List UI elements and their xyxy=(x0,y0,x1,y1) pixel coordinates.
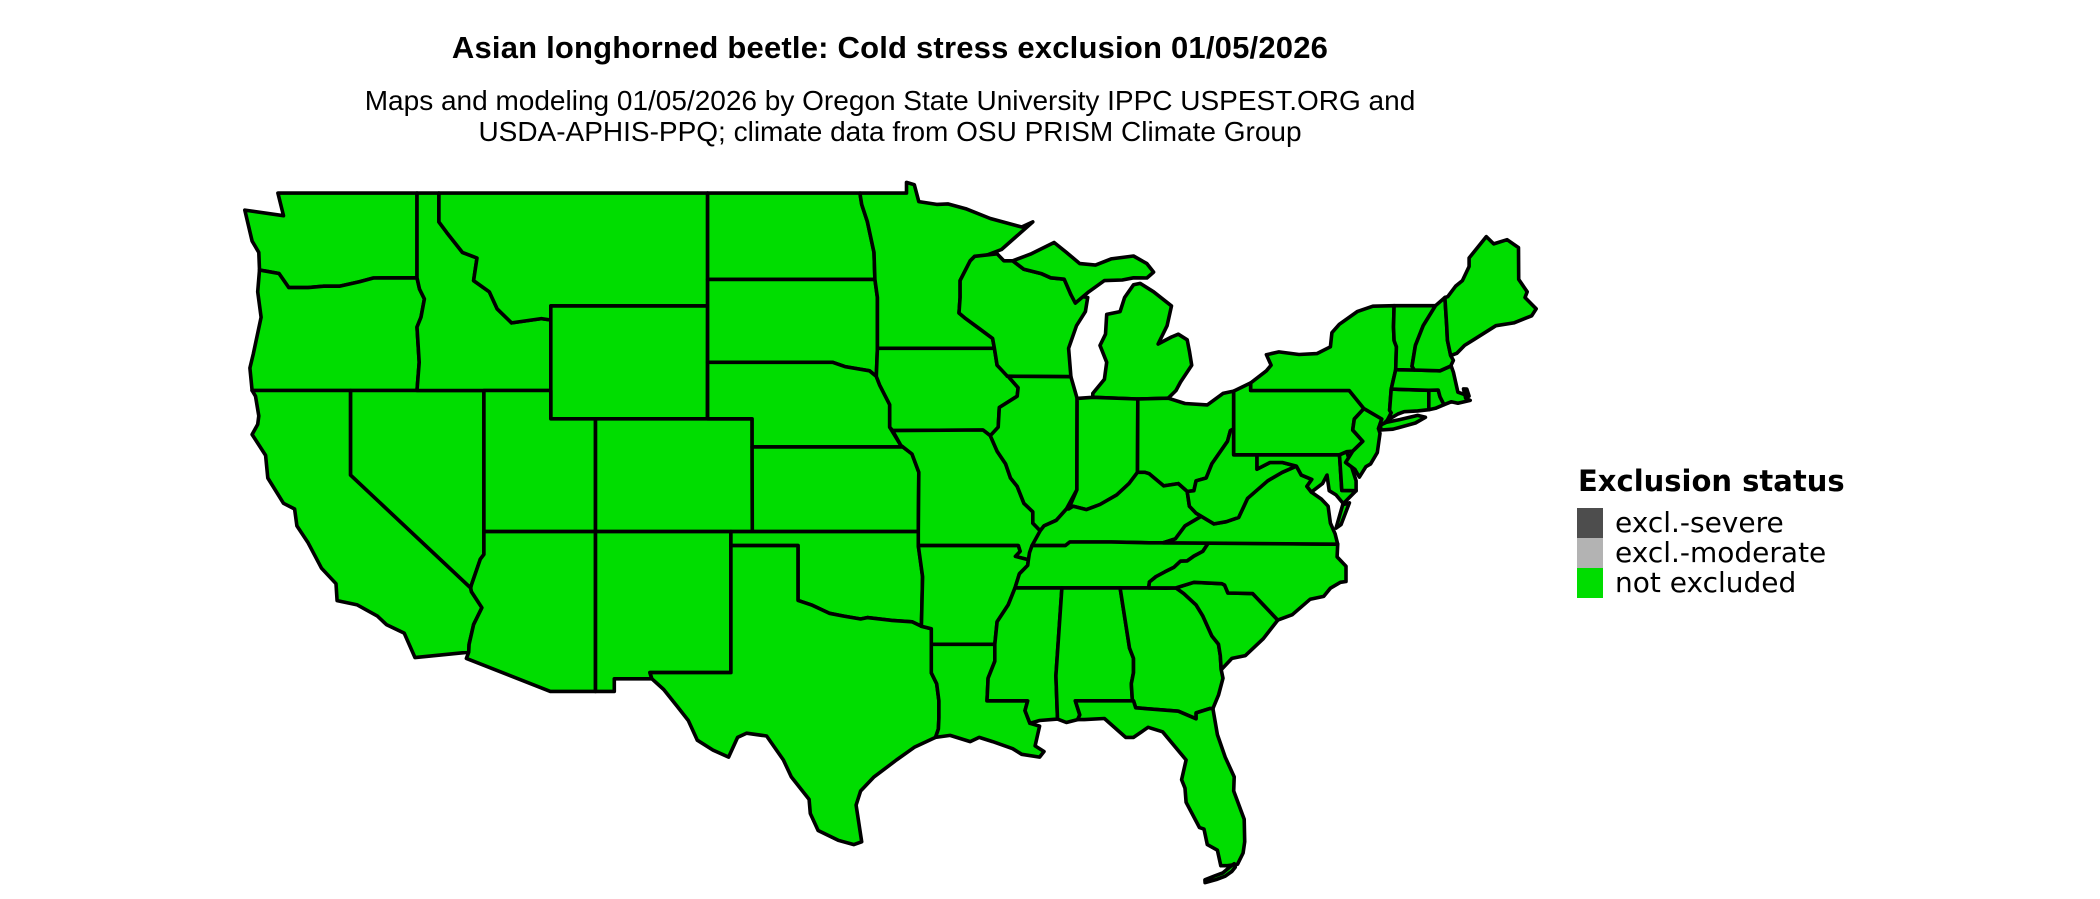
state-va xyxy=(1334,500,1352,531)
state-ks xyxy=(750,445,921,534)
legend-title: Exclusion status xyxy=(1578,464,1845,498)
subtitle-line-2: USDA-APHIS-PPQ; climate data from OSU PR… xyxy=(478,116,1302,147)
legend-label-excl-moderate: excl.-moderate xyxy=(1615,536,1827,569)
legend-swatch-not-excluded xyxy=(1577,568,1603,598)
legend-label-not-excluded: not excluded xyxy=(1615,566,1797,599)
legend-swatch-excl-moderate xyxy=(1577,538,1603,568)
state-pa xyxy=(1231,381,1366,457)
state-az xyxy=(464,529,598,694)
state-fl xyxy=(1073,698,1247,868)
state-tx xyxy=(648,543,941,847)
state-mi xyxy=(1010,240,1156,305)
state-ny xyxy=(1378,413,1428,432)
us-states-map xyxy=(243,180,1538,885)
legend-item-not-excluded: not excluded xyxy=(1577,568,1845,598)
state-nm xyxy=(593,529,733,694)
state-nd xyxy=(705,191,877,282)
figure-title: Asian longhorned beetle: Cold stress exc… xyxy=(451,30,1329,65)
legend-item-excl-moderate: excl.-moderate xyxy=(1577,538,1845,568)
figure-subtitle: Maps and modeling 01/05/2026 by Oregon S… xyxy=(0,85,1780,147)
legend-swatch-excl-severe xyxy=(1577,508,1603,538)
state-wy xyxy=(548,304,710,421)
state-nc xyxy=(1146,540,1348,622)
subtitle-line-1: Maps and modeling 01/05/2026 by Oregon S… xyxy=(364,85,1416,116)
state-me xyxy=(1443,234,1538,358)
state-fl xyxy=(1203,861,1238,885)
legend: Exclusion status excl.-severe excl.-mode… xyxy=(1577,464,1845,598)
legend-item-excl-severe: excl.-severe xyxy=(1577,508,1845,538)
legend-label-excl-severe: excl.-severe xyxy=(1615,506,1784,539)
state-mi xyxy=(1090,281,1194,401)
state-or xyxy=(248,268,427,393)
state-co xyxy=(593,417,755,534)
